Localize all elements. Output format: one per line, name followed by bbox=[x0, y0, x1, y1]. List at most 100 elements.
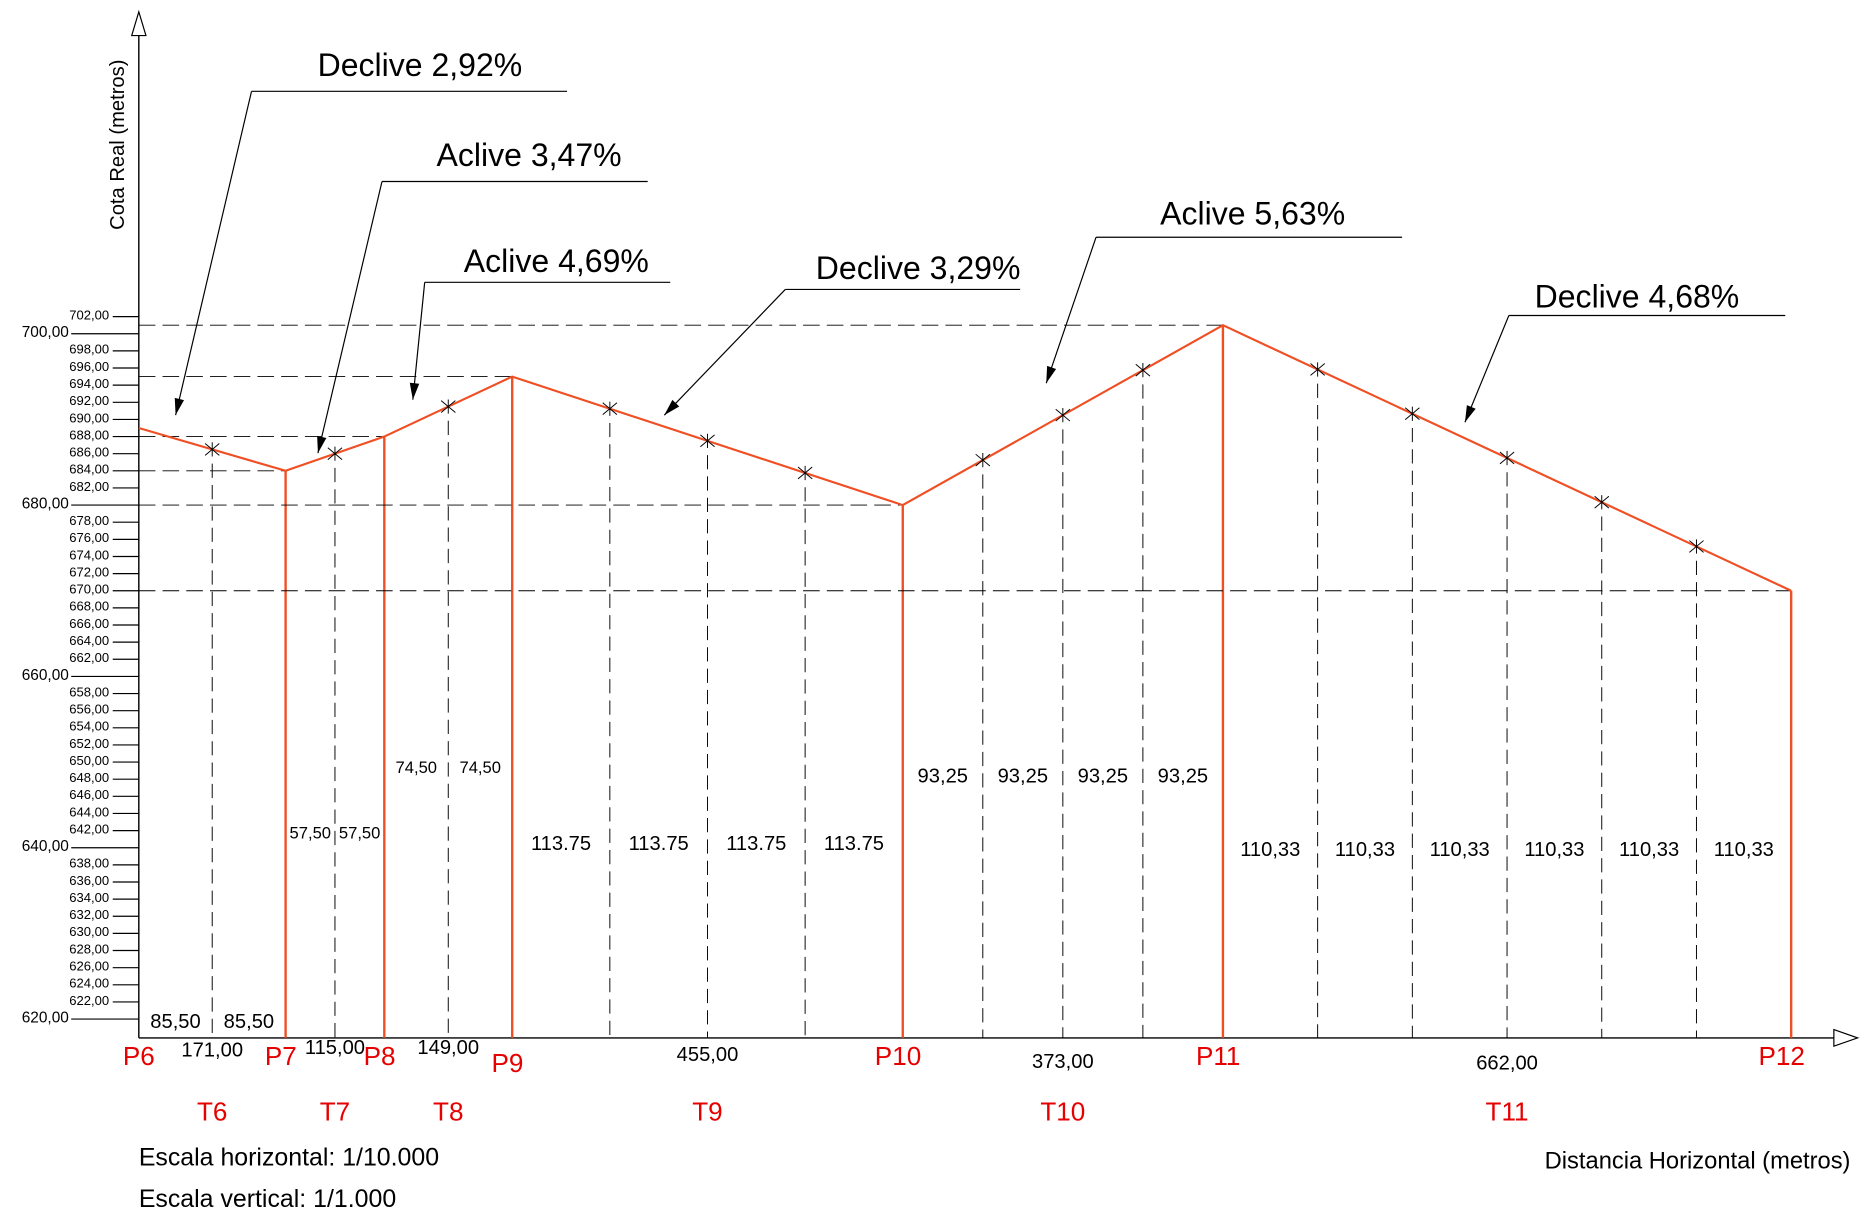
leader-line bbox=[663, 289, 786, 416]
profile-line bbox=[138, 323, 1792, 592]
y-tick-label: 650,00 bbox=[69, 753, 109, 768]
y-tick-label: 644,00 bbox=[69, 804, 109, 819]
point-label: P10 bbox=[875, 1041, 921, 1071]
point-label: P11 bbox=[1196, 1041, 1240, 1071]
segment-length: 455,00 bbox=[677, 1044, 739, 1066]
y-tick-label: 682,00 bbox=[69, 479, 109, 494]
part-length: 74,50 bbox=[459, 758, 501, 777]
y-tick-label: 662,00 bbox=[69, 650, 109, 665]
leader-arrow bbox=[317, 435, 327, 454]
part-length: 57,50 bbox=[290, 823, 332, 842]
y-tick-label: 626,00 bbox=[69, 959, 109, 974]
y-tick-label: 660,00 bbox=[22, 667, 69, 684]
y-tick-label: 628,00 bbox=[69, 941, 109, 956]
scale-note: Escala horizontal: 1/10.000 bbox=[139, 1143, 439, 1171]
segment-name: T8 bbox=[433, 1097, 463, 1127]
division-marker bbox=[700, 434, 715, 448]
slope-label: Declive 4,68% bbox=[1535, 278, 1740, 314]
y-tick-label: 620,00 bbox=[22, 1010, 69, 1027]
slope-label: Declive 3,29% bbox=[816, 250, 1021, 286]
division-marker bbox=[1135, 363, 1151, 377]
point-label: P9 bbox=[492, 1048, 524, 1078]
segment-length: 662,00 bbox=[1476, 1052, 1538, 1074]
y-tick-label: 652,00 bbox=[69, 736, 109, 751]
y-tick-label: 636,00 bbox=[69, 873, 109, 888]
y-tick-label: 668,00 bbox=[69, 599, 109, 614]
y-tick-label: 648,00 bbox=[69, 770, 109, 785]
y-tick-label: 656,00 bbox=[69, 702, 109, 717]
part-length: 110,33 bbox=[1335, 839, 1395, 861]
part-length: 93,25 bbox=[918, 765, 968, 787]
x-axis-label: Distancia Horizontal (metros) bbox=[1545, 1149, 1851, 1175]
y-tick-label: 674,00 bbox=[69, 547, 109, 562]
segment-name: T6 bbox=[197, 1097, 227, 1127]
y-tick-label: 702,00 bbox=[69, 307, 109, 322]
y-tick-label: 676,00 bbox=[69, 530, 109, 545]
division-marker bbox=[204, 443, 220, 456]
division-marker bbox=[797, 466, 813, 480]
slope-label: Aclive 5,63% bbox=[1160, 195, 1345, 231]
leader-arrow bbox=[664, 399, 680, 416]
part-length: 93,25 bbox=[998, 765, 1048, 787]
part-length: 110,33 bbox=[1524, 839, 1584, 861]
y-tick-label: 680,00 bbox=[22, 496, 69, 513]
division-marker bbox=[327, 447, 343, 460]
segment-length: 373,00 bbox=[1032, 1051, 1094, 1073]
segment-name: T11 bbox=[1486, 1097, 1529, 1127]
point-label: P12 bbox=[1758, 1041, 1804, 1071]
y-tick-label: 634,00 bbox=[69, 890, 109, 905]
y-tick-label: 640,00 bbox=[22, 838, 69, 855]
y-tick-label: 642,00 bbox=[69, 821, 109, 836]
part-length: 110,33 bbox=[1714, 839, 1774, 861]
division-marker bbox=[1594, 495, 1610, 509]
y-tick-label: 622,00 bbox=[69, 993, 109, 1008]
leader-line bbox=[412, 282, 426, 400]
segment-length: 149,00 bbox=[417, 1037, 479, 1059]
part-length: 110,33 bbox=[1240, 839, 1300, 861]
slope-label: Aclive 4,69% bbox=[464, 243, 649, 279]
leader-arrow bbox=[1464, 405, 1476, 423]
part-length: 85,50 bbox=[150, 1011, 200, 1033]
y-tick-label: 664,00 bbox=[69, 633, 109, 648]
y-tick-label: 678,00 bbox=[69, 513, 109, 528]
part-length: 93,25 bbox=[1158, 765, 1208, 787]
part-length: 110,33 bbox=[1619, 839, 1679, 861]
division-marker bbox=[1404, 407, 1420, 421]
y-tick-label: 624,00 bbox=[69, 976, 109, 991]
y-tick-label: 658,00 bbox=[69, 684, 109, 699]
part-length: 113.75 bbox=[726, 833, 786, 855]
y-tick-label: 688,00 bbox=[69, 427, 109, 442]
slope-label: Aclive 3,47% bbox=[437, 137, 622, 173]
leader-line bbox=[175, 91, 253, 416]
leader-line bbox=[1464, 315, 1510, 423]
point-label: P6 bbox=[123, 1041, 155, 1071]
y-tick-label: 692,00 bbox=[69, 393, 109, 408]
division-marker bbox=[1055, 408, 1071, 422]
segment-name: T9 bbox=[692, 1097, 722, 1127]
y-axis-label: Cota Real (metros) bbox=[107, 60, 129, 230]
part-length: 110,33 bbox=[1430, 839, 1490, 861]
y-tick-label: 654,00 bbox=[69, 719, 109, 734]
segment-length: 171,00 bbox=[181, 1039, 243, 1061]
part-length: 74,50 bbox=[396, 758, 438, 777]
y-tick-label: 632,00 bbox=[69, 907, 109, 922]
division-marker bbox=[440, 400, 456, 413]
y-tick-label: 666,00 bbox=[69, 616, 109, 631]
part-length: 113.75 bbox=[531, 833, 591, 855]
part-length: 113.75 bbox=[629, 833, 689, 855]
y-tick-label: 696,00 bbox=[69, 359, 109, 374]
part-length: 57,50 bbox=[339, 823, 381, 842]
segment-name: T7 bbox=[320, 1097, 350, 1127]
segment-name: T10 bbox=[1040, 1097, 1085, 1127]
division-marker bbox=[1310, 363, 1326, 376]
slope-label: Declive 2,92% bbox=[318, 47, 523, 83]
x-axis-arrow bbox=[1833, 1028, 1860, 1048]
leader-arrow bbox=[174, 397, 185, 416]
leader-arrow bbox=[409, 382, 420, 400]
y-tick-label: 672,00 bbox=[69, 564, 109, 579]
leader-arrow bbox=[1046, 365, 1057, 384]
point-label: P8 bbox=[364, 1041, 396, 1071]
part-length: 85,50 bbox=[224, 1011, 274, 1033]
